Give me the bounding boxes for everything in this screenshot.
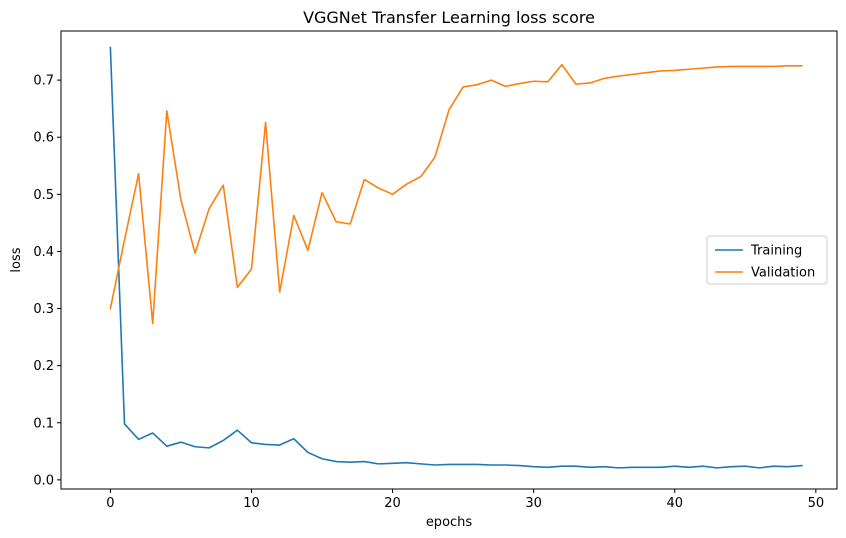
y-tick-label: 0.1 — [33, 416, 54, 431]
x-tick-label: 40 — [666, 496, 683, 511]
y-tick-label: 0.0 — [33, 473, 54, 488]
x-tick-label: 50 — [808, 496, 825, 511]
x-axis-ticks: 0 10 20 30 40 50 — [106, 489, 824, 511]
x-tick-label: 10 — [243, 496, 260, 511]
plot-frame — [60, 30, 838, 490]
y-tick-label: 0.3 — [33, 302, 54, 317]
x-tick-label: 0 — [106, 496, 114, 511]
x-axis-label: epochs — [426, 515, 473, 530]
series-line-training — [109, 46, 803, 469]
series-line-validation — [109, 63, 803, 325]
legend: Training Validation — [706, 235, 828, 285]
y-tick-label: 0.4 — [33, 245, 54, 260]
y-tick-label: 0.5 — [33, 188, 54, 203]
y-tick-label: 0.6 — [33, 131, 54, 146]
y-tick-label: 0.7 — [33, 74, 54, 89]
legend-label: Training — [750, 244, 802, 259]
x-tick-label: 20 — [384, 496, 401, 511]
series-layer — [109, 46, 803, 469]
legend-label: Validation — [751, 266, 815, 281]
y-axis-ticks: 0.0 0.1 0.2 0.3 0.4 0.5 0.6 0.7 — [33, 74, 61, 488]
chart-title: VGGNet Transfer Learning loss score — [303, 8, 595, 27]
y-axis-label: loss — [9, 247, 24, 272]
y-tick-label: 0.2 — [33, 359, 54, 374]
x-tick-label: 30 — [525, 496, 542, 511]
